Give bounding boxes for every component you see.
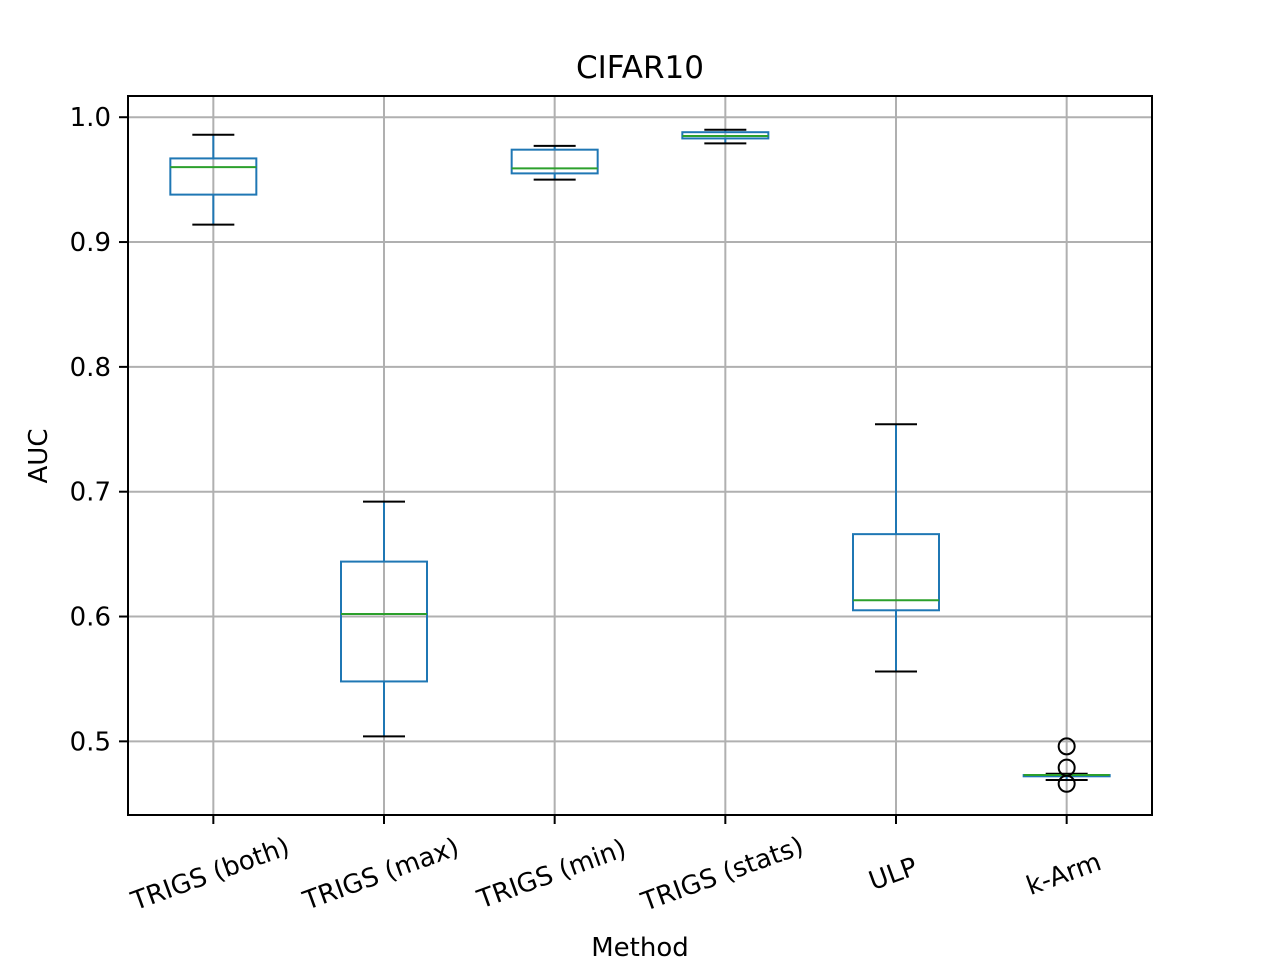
y-axis-label: AUC bbox=[24, 429, 54, 484]
box-group bbox=[340, 500, 428, 738]
box-layer bbox=[169, 128, 1111, 793]
box-group bbox=[1022, 737, 1111, 793]
iqr-box bbox=[340, 560, 428, 683]
box-group bbox=[681, 128, 770, 145]
iqr-box bbox=[852, 533, 940, 612]
x-tick-label: k-Arm bbox=[1023, 847, 1106, 902]
y-tick-label: 0.5 bbox=[70, 727, 111, 757]
iqr-box bbox=[510, 148, 599, 175]
y-tick-label: 1.0 bbox=[70, 103, 111, 133]
y-tick-label: 0.9 bbox=[70, 228, 111, 258]
y-tick-label: 0.8 bbox=[70, 353, 111, 383]
y-tick-label: 0.7 bbox=[70, 478, 111, 508]
x-tick-label: TRIGS (stats) bbox=[637, 831, 808, 918]
x-tick-label: TRIGS (min) bbox=[473, 834, 631, 916]
box-group bbox=[169, 133, 258, 226]
x-axis-label: Method bbox=[591, 933, 689, 960]
plot-frame bbox=[127, 95, 1153, 816]
x-tick-label: TRIGS (max) bbox=[298, 832, 463, 916]
x-tick-label: ULP bbox=[865, 852, 921, 897]
outlier-point bbox=[1057, 774, 1076, 793]
grid-lines bbox=[128, 96, 1152, 815]
iqr-box bbox=[169, 157, 258, 196]
chart-title: CIFAR10 bbox=[576, 50, 704, 86]
outlier-point bbox=[1057, 737, 1076, 756]
box-group bbox=[510, 144, 599, 181]
box-group bbox=[852, 423, 940, 673]
y-tick-label: 0.6 bbox=[70, 603, 111, 633]
x-tick-label: TRIGS (both) bbox=[127, 832, 294, 917]
